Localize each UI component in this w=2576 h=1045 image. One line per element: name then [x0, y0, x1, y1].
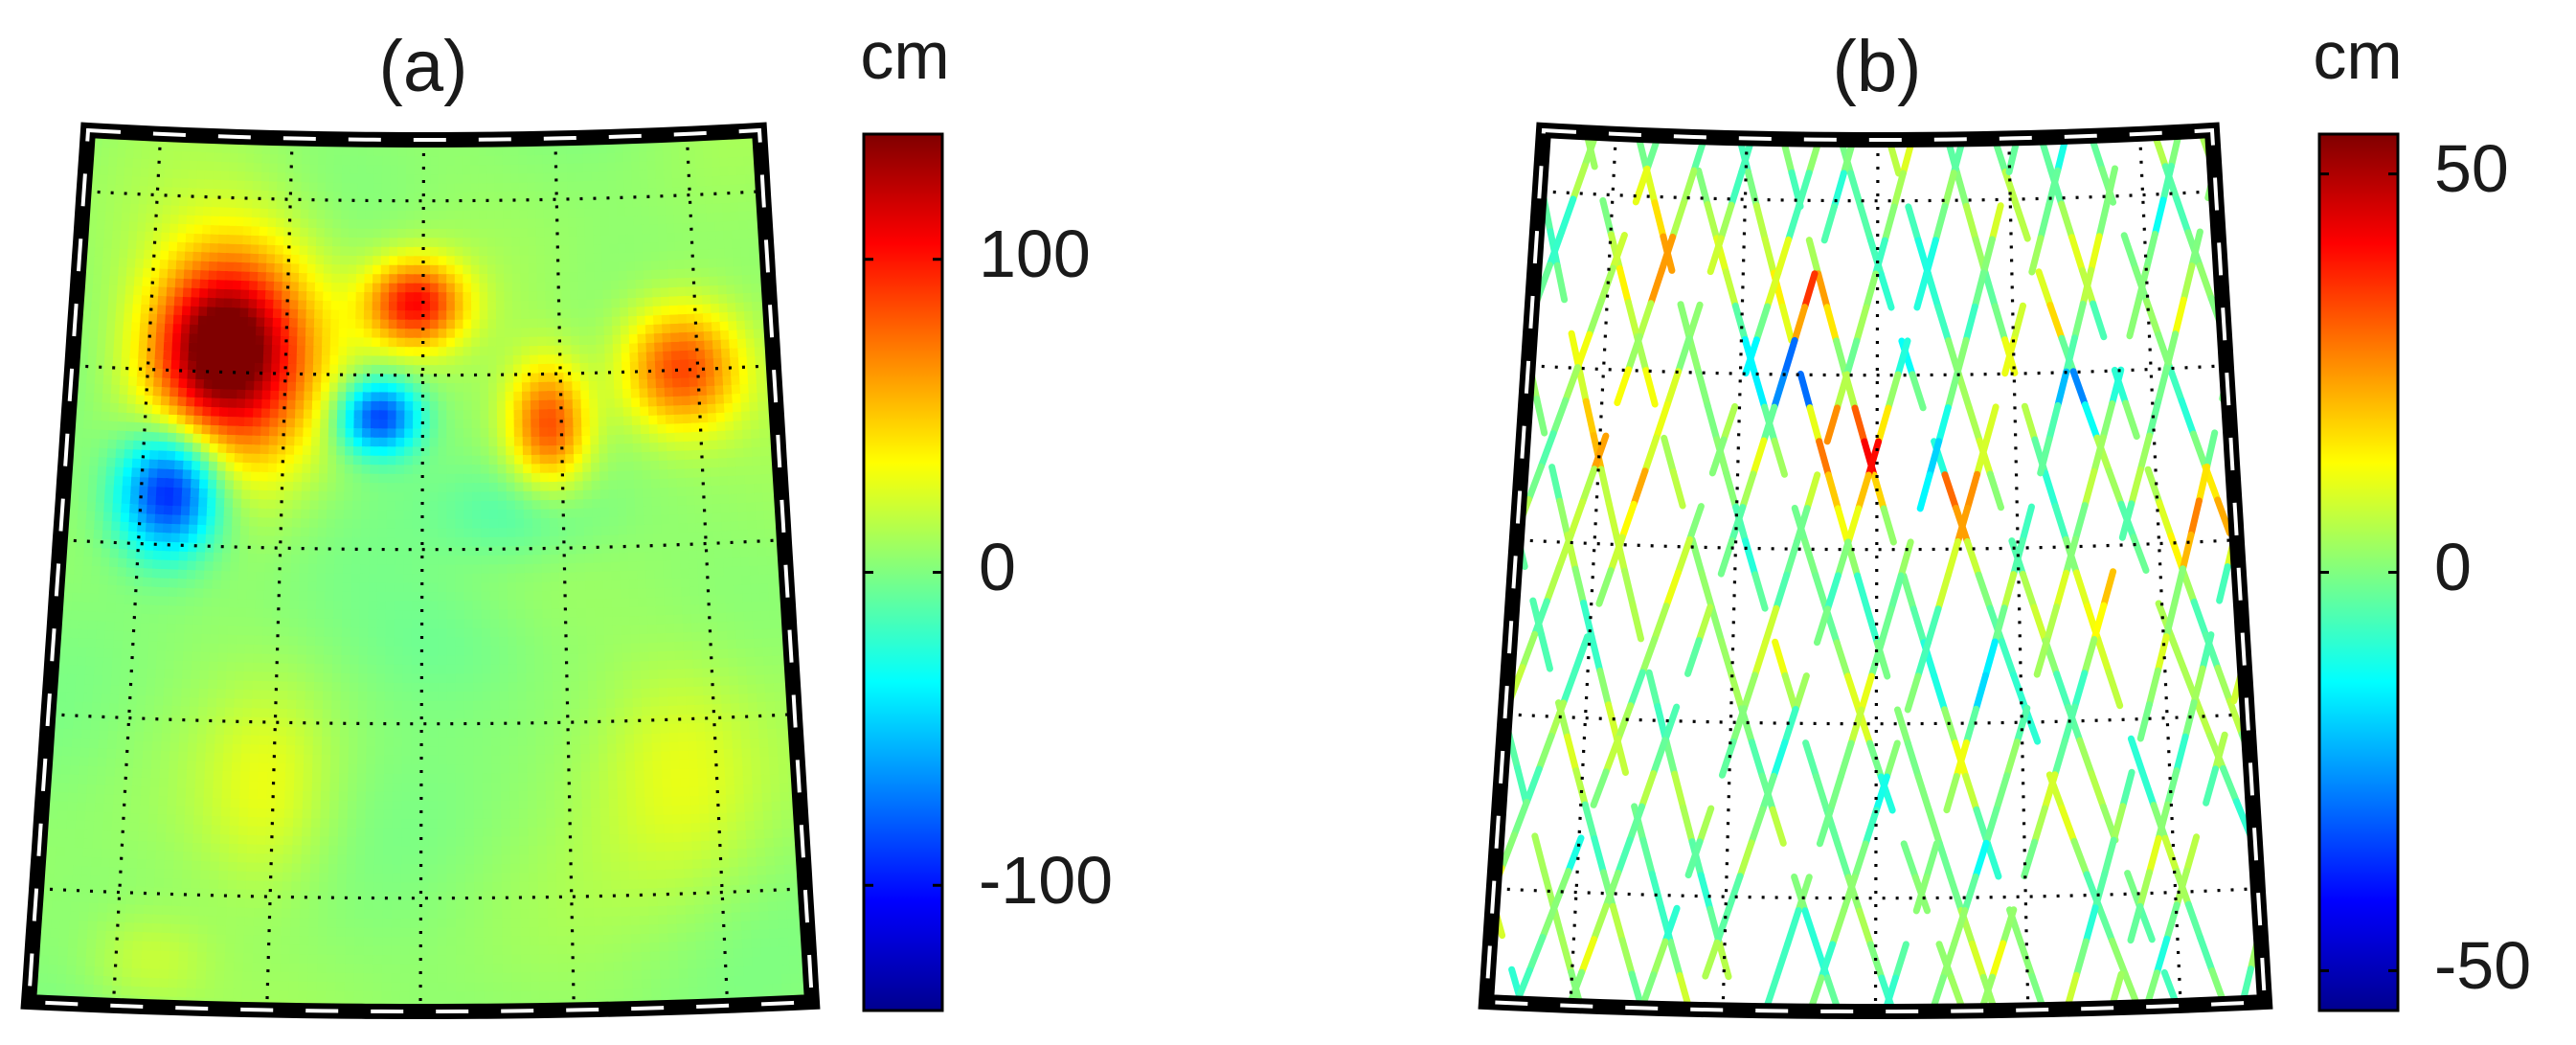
panel-a-map [20, 122, 821, 1019]
panel-a-field [29, 130, 812, 1011]
panel-a-title: (a) [379, 26, 468, 107]
